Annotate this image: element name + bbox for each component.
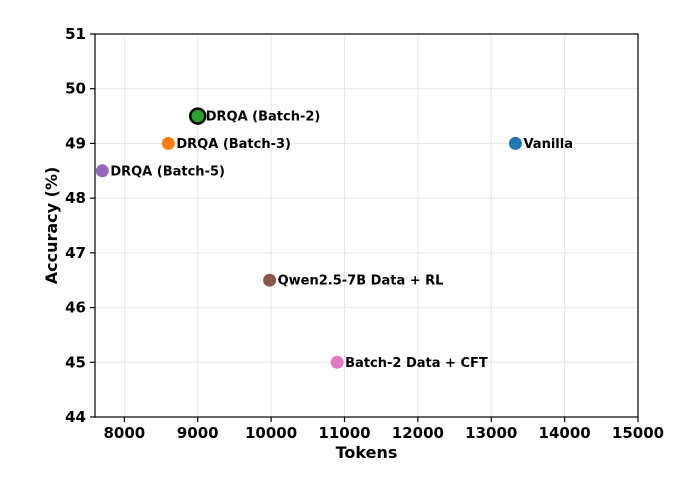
point-label: Batch-2 Data + CFT bbox=[345, 356, 488, 371]
point-marker bbox=[263, 273, 277, 287]
x-axis-label: Tokens bbox=[336, 443, 398, 462]
y-tick-label: 49 bbox=[65, 134, 86, 152]
x-tick-label: 14000 bbox=[539, 424, 591, 442]
x-axis-ticks: 8000 9000 10000 11000 12000 13000 14000 15000 bbox=[103, 417, 664, 442]
point-label: Vanilla bbox=[523, 137, 573, 152]
y-axis-label: Accuracy (%) bbox=[42, 167, 61, 285]
data-point: DRQA (Batch-5) bbox=[95, 164, 225, 179]
point-marker bbox=[330, 355, 344, 369]
point-label: DRQA (Batch-5) bbox=[110, 164, 225, 179]
x-tick-label: 15000 bbox=[612, 424, 664, 442]
y-tick-label: 51 bbox=[65, 25, 86, 43]
data-point: Qwen2.5-7B Data + RL bbox=[263, 273, 444, 289]
y-axis-ticks: 44 45 46 47 48 49 50 51 bbox=[65, 25, 95, 426]
point-marker bbox=[161, 136, 175, 150]
x-tick-label: 8000 bbox=[103, 424, 145, 442]
y-tick-label: 45 bbox=[65, 353, 86, 371]
point-marker bbox=[508, 136, 522, 150]
x-tick-label: 10000 bbox=[245, 424, 297, 442]
y-tick-label: 44 bbox=[65, 408, 86, 426]
y-tick-label: 50 bbox=[65, 80, 86, 98]
data-point: DRQA (Batch-3) bbox=[161, 136, 291, 152]
point-marker bbox=[95, 164, 109, 178]
y-tick-label: 46 bbox=[65, 299, 86, 317]
point-marker bbox=[188, 107, 207, 125]
y-tick-label: 48 bbox=[65, 189, 86, 207]
data-point: Vanilla bbox=[508, 136, 573, 152]
data-points: DRQA (Batch-2) DRQA (Batch-3) DRQA (Batch-… bbox=[95, 107, 573, 371]
point-label: DRQA (Batch-2) bbox=[206, 110, 321, 125]
x-tick-label: 11000 bbox=[318, 424, 370, 442]
data-point: Batch-2 Data + CFT bbox=[330, 355, 488, 371]
x-tick-label: 13000 bbox=[465, 424, 517, 442]
y-tick-label: 47 bbox=[65, 244, 86, 262]
point-label: Qwen2.5-7B Data + RL bbox=[278, 274, 444, 289]
x-tick-label: 9000 bbox=[177, 424, 219, 442]
x-tick-label: 12000 bbox=[392, 424, 444, 442]
data-point: DRQA (Batch-2) bbox=[188, 107, 321, 125]
point-label: DRQA (Batch-3) bbox=[176, 137, 291, 152]
plot-frame bbox=[94, 33, 639, 418]
grid bbox=[95, 33, 639, 418]
